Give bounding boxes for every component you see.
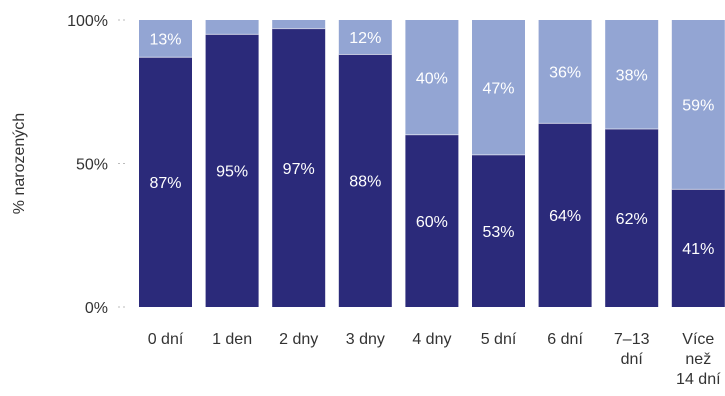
y-axis-title: % narozených xyxy=(11,113,28,214)
bar-segment xyxy=(671,20,725,190)
x-category-label: 1 den xyxy=(212,331,252,348)
x-category-label: dní xyxy=(621,351,644,368)
x-category-label: 6 dní xyxy=(547,331,583,348)
bar-segment xyxy=(472,20,525,155)
bar-segment xyxy=(605,129,659,307)
bar-segment xyxy=(272,20,326,29)
bar-segment xyxy=(139,20,192,58)
x-category-label: než xyxy=(685,351,711,368)
bar-segment xyxy=(538,123,592,307)
y-tick-label: 100% xyxy=(67,13,108,30)
y-tick-label: 50% xyxy=(76,157,108,174)
bar-segment xyxy=(338,20,392,55)
bar-data-label: 41% xyxy=(682,241,714,258)
bar-data-label: 38% xyxy=(616,68,648,85)
bar-data-label: 62% xyxy=(616,211,648,228)
bar-segment xyxy=(538,20,592,124)
bar-data-label: 47% xyxy=(482,80,514,97)
x-category-label: 2 dny xyxy=(279,331,318,348)
bar-data-label: 12% xyxy=(349,30,381,47)
bar-data-label: 95% xyxy=(216,164,248,181)
bar-data-label: 87% xyxy=(149,175,181,192)
bar-segment xyxy=(205,34,259,307)
x-category-label: 0 dní xyxy=(148,331,184,348)
x-category-label: 14 dní xyxy=(676,371,721,388)
bar-segment xyxy=(405,134,459,307)
bar-segment xyxy=(671,189,725,307)
bar-data-label: 97% xyxy=(283,161,315,178)
bar-data-label: 64% xyxy=(549,208,581,225)
bar-segment xyxy=(405,20,459,135)
bar-data-label: 53% xyxy=(482,224,514,241)
bar-segment xyxy=(472,154,525,307)
x-category-label: 7–13 xyxy=(614,331,650,348)
x-category-label: 5 dní xyxy=(481,331,517,348)
bar-data-label: 36% xyxy=(549,65,581,82)
bar-data-label: 40% xyxy=(416,70,448,87)
y-tick-label: 0% xyxy=(85,300,108,317)
bar-data-label: 13% xyxy=(149,32,181,49)
bar-segment xyxy=(205,20,259,35)
x-category-label: 3 dny xyxy=(346,331,385,348)
bar-segment xyxy=(605,20,659,130)
bar-data-label: 59% xyxy=(682,98,714,115)
bar-segment xyxy=(272,28,326,308)
x-category-label: 4 dny xyxy=(412,331,451,348)
bar-data-label: 60% xyxy=(416,214,448,231)
bar-segment xyxy=(338,54,392,307)
bar-segment xyxy=(139,57,192,308)
bar-data-label: 88% xyxy=(349,174,381,191)
x-category-label: Více xyxy=(682,331,714,348)
